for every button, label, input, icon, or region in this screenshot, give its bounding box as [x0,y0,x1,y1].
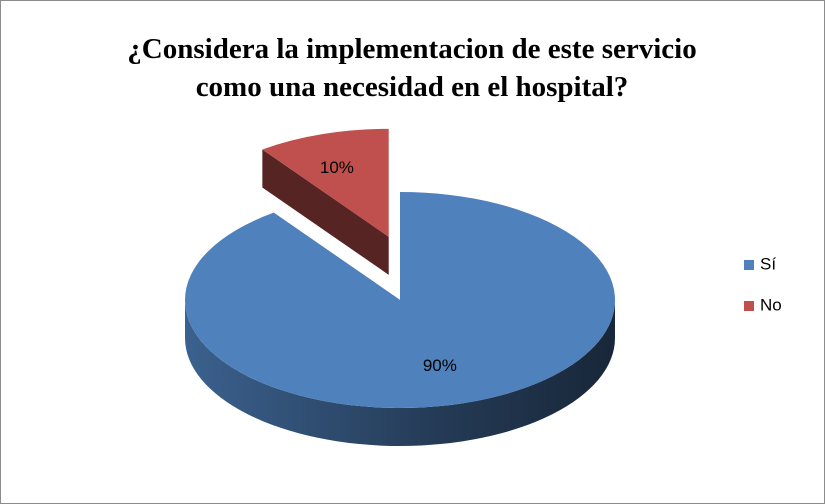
legend-label: No [760,295,782,314]
chart-title: ¿Considera la implementacion de este ser… [127,33,697,103]
slice-wall [185,300,615,446]
data-label: 90% [423,356,457,375]
slice-side [262,149,389,275]
pie-slice [184,192,615,408]
legend-swatch [744,301,754,311]
legend-label: Sí [760,254,776,273]
legend-swatch [744,260,754,270]
data-label: 10% [320,158,354,177]
pie-slice [262,128,389,237]
